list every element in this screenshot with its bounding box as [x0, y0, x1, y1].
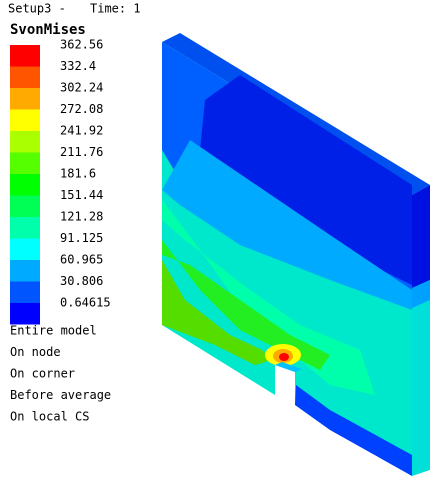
legend-label: 60.965 [60, 253, 103, 267]
info-line: Entire model [10, 324, 97, 338]
legend-swatch [10, 88, 40, 110]
model-side-band [412, 280, 430, 308]
legend: 362.56 332.4 302.24 272.08 241.92 211.76 181.6… [10, 38, 111, 325]
legend-label: 272.08 [60, 102, 103, 116]
info-lines: Entire model On node On corner Before avera… [10, 324, 111, 424]
legend-title: SvonMises [10, 22, 86, 38]
zone-lightblue [162, 140, 412, 310]
legend-label: 241.92 [60, 124, 103, 138]
legend-swatch [10, 303, 40, 325]
legend-label: 0.64615 [60, 296, 111, 310]
zone-notch-blue [295, 385, 412, 476]
zone-green [162, 240, 330, 370]
legend-swatch [10, 152, 40, 174]
legend-label: 151.44 [60, 188, 103, 202]
info-line: On corner [10, 367, 75, 381]
notch-top [275, 362, 302, 372]
legend-label: 211.76 [60, 145, 103, 159]
legend-label: 121.28 [60, 210, 103, 224]
legend-label: 181.6 [60, 167, 96, 181]
legend-swatch [10, 195, 40, 217]
info-line: On node [10, 345, 61, 359]
notch [275, 365, 295, 405]
legend-swatch [10, 45, 40, 67]
legend-swatch [10, 174, 40, 196]
legend-swatch [10, 281, 40, 303]
legend-swatch [10, 238, 40, 260]
legend-label: 362.56 [60, 38, 103, 52]
legend-label: 302.24 [60, 81, 103, 95]
legend-label: 91.125 [60, 231, 103, 245]
legend-swatch [10, 109, 40, 131]
legend-label: 332.4 [60, 59, 96, 73]
zone-green-2 [162, 260, 272, 365]
model [162, 33, 430, 476]
legend-swatch [10, 217, 40, 239]
info-line: On local CS [10, 410, 89, 424]
zone-teal [162, 200, 375, 395]
hotspot-red [279, 353, 289, 361]
legend-swatch [10, 260, 40, 282]
model-side-top [412, 185, 430, 288]
time-label: Time: 1 [90, 2, 141, 16]
setup-label: Setup3 - [8, 2, 66, 16]
legend-label: 30.806 [60, 274, 103, 288]
legend-swatch [10, 66, 40, 88]
legend-swatch [10, 131, 40, 153]
info-line: Before average [10, 388, 111, 402]
zone-darkblue [200, 75, 412, 285]
